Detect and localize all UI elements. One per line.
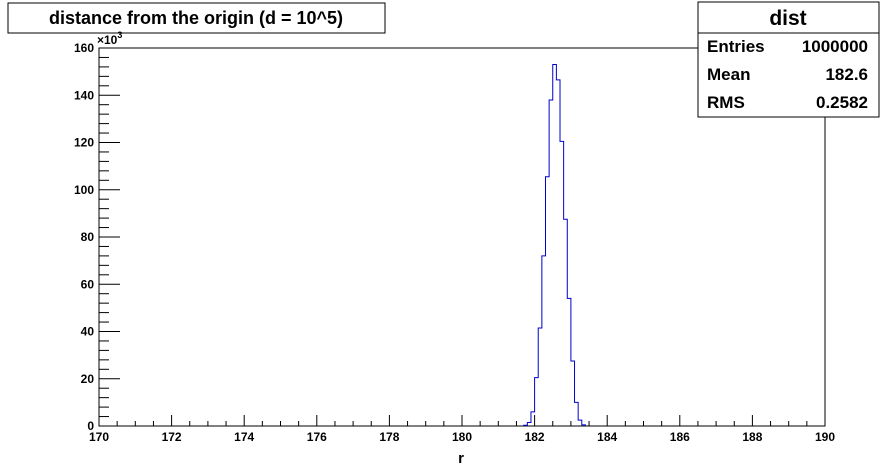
x-tick-label: 186 — [670, 430, 690, 444]
y-tick-label: 40 — [81, 325, 95, 339]
chart-title: distance from the origin (d = 10^5) — [49, 8, 343, 28]
x-tick-label: 174 — [234, 430, 254, 444]
y-tick-label: 140 — [74, 88, 94, 102]
x-tick-label: 172 — [162, 430, 182, 444]
x-tick-label: 190 — [815, 430, 835, 444]
y-tick-label: 0 — [87, 419, 94, 433]
y-axis: 0 20 40 60 80 100 120 140 160 — [74, 41, 120, 433]
y-tick-label: 80 — [81, 230, 95, 244]
y-tick-label: 160 — [74, 41, 94, 55]
y-tick-label: 100 — [74, 183, 94, 197]
stats-box: dist Entries 1000000 Mean 182.6 RMS 0.25… — [697, 1, 880, 118]
x-tick-label: 188 — [742, 430, 762, 444]
stats-value-entries: 1000000 — [802, 37, 868, 56]
stats-box-title: dist — [769, 7, 806, 30]
x-tick-label: 182 — [525, 430, 545, 444]
x-axis: 170 172 174 176 178 180 182 184 186 188 190 — [89, 415, 835, 444]
y-axis-multiplier: ×103 — [97, 30, 122, 47]
x-tick-label: 178 — [379, 430, 399, 444]
stats-label-rms: RMS — [707, 93, 745, 112]
y-tick-label: 60 — [81, 277, 95, 291]
stats-value-rms: 0.2582 — [816, 93, 868, 112]
x-axis-title: r — [458, 450, 464, 467]
x-tick-label: 184 — [597, 430, 617, 444]
title-box: distance from the origin (d = 10^5) — [7, 2, 386, 34]
x-tick-label: 170 — [89, 430, 109, 444]
y-tick-label: 20 — [81, 372, 95, 386]
stats-label-entries: Entries — [707, 37, 765, 56]
x-tick-label: 176 — [307, 430, 327, 444]
histogram-line — [523, 64, 586, 426]
x-tick-label: 180 — [452, 430, 472, 444]
stats-label-mean: Mean — [707, 65, 750, 84]
y-tick-label: 120 — [74, 136, 94, 150]
stats-value-mean: 182.6 — [825, 65, 868, 84]
